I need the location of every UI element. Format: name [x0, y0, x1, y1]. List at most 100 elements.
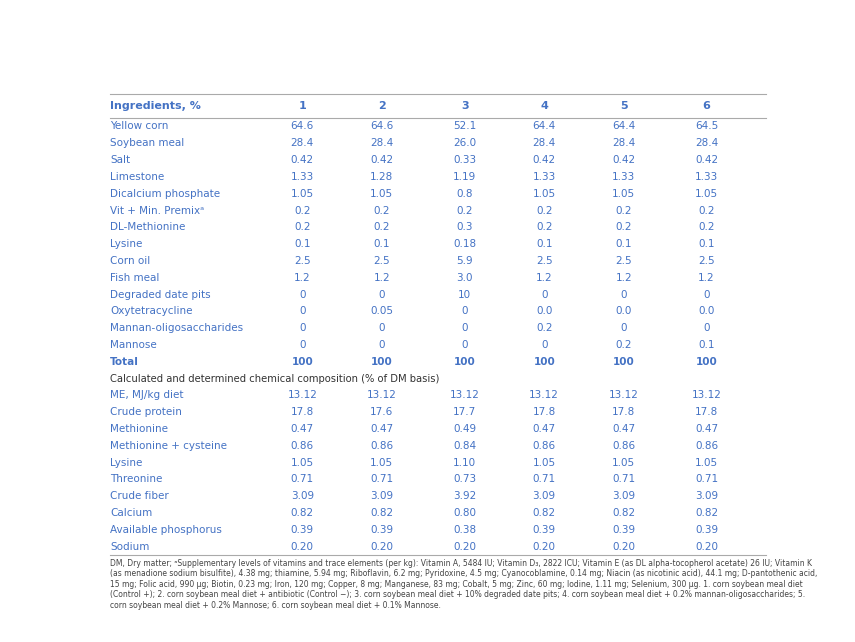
Text: 1.2: 1.2	[616, 273, 632, 282]
Text: 0.2: 0.2	[374, 205, 390, 216]
Text: Calculated and determined chemical composition (% of DM basis): Calculated and determined chemical compo…	[110, 374, 439, 383]
Text: 0.20: 0.20	[533, 542, 556, 551]
Text: Lysine: Lysine	[110, 458, 143, 467]
Text: 0: 0	[379, 340, 385, 350]
Text: 0: 0	[462, 306, 468, 317]
Text: 0.2: 0.2	[536, 323, 552, 333]
Text: 64.4: 64.4	[612, 121, 635, 132]
Text: 3.09: 3.09	[612, 491, 635, 501]
Text: 1.10: 1.10	[453, 458, 476, 467]
Text: 1.2: 1.2	[294, 273, 310, 282]
Text: 2: 2	[378, 101, 386, 111]
Text: 0: 0	[621, 290, 627, 300]
Text: 0.42: 0.42	[370, 155, 393, 165]
Text: 64.6: 64.6	[291, 121, 314, 132]
Text: 0.71: 0.71	[612, 474, 635, 485]
Text: Calcium: Calcium	[110, 508, 152, 518]
Text: (as menadione sodium bisulfite), 4.38 mg; thiamine, 5.94 mg; Riboflavin, 6.2 mg;: (as menadione sodium bisulfite), 4.38 mg…	[110, 569, 817, 578]
Text: Sodium: Sodium	[110, 542, 150, 551]
Text: 1.33: 1.33	[695, 172, 718, 182]
Text: 13.12: 13.12	[692, 390, 722, 401]
Text: 52.1: 52.1	[453, 121, 476, 132]
Text: Yellow corn: Yellow corn	[110, 121, 168, 132]
Text: 0.20: 0.20	[612, 542, 635, 551]
Text: 10: 10	[458, 290, 471, 300]
Text: Ingredients, %: Ingredients, %	[110, 101, 201, 111]
Text: 0.82: 0.82	[533, 508, 556, 518]
Text: ME, MJ/kg diet: ME, MJ/kg diet	[110, 390, 184, 401]
Text: 0.1: 0.1	[699, 239, 715, 249]
Text: 0.39: 0.39	[291, 525, 314, 535]
Text: 0.82: 0.82	[695, 508, 718, 518]
Text: 0: 0	[462, 323, 468, 333]
Text: 1.05: 1.05	[370, 189, 393, 199]
Text: 0.2: 0.2	[294, 205, 310, 216]
Text: 0.1: 0.1	[536, 239, 552, 249]
Text: 5: 5	[620, 101, 628, 111]
Text: 0.2: 0.2	[699, 205, 715, 216]
Text: 3.09: 3.09	[533, 491, 556, 501]
Text: corn soybean meal diet + 0.2% Mannose; 6. corn soybean meal diet + 0.1% Mannose.: corn soybean meal diet + 0.2% Mannose; 6…	[110, 600, 441, 609]
Text: 2.5: 2.5	[294, 256, 310, 266]
Text: Mannan-oligosaccharides: Mannan-oligosaccharides	[110, 323, 244, 333]
Text: 3: 3	[461, 101, 469, 111]
Text: 1.19: 1.19	[453, 172, 476, 182]
Text: 0.86: 0.86	[370, 441, 393, 451]
Text: 2.5: 2.5	[616, 256, 632, 266]
Text: 4: 4	[540, 101, 548, 111]
Text: 17.6: 17.6	[370, 407, 393, 417]
Text: Salt: Salt	[110, 155, 130, 165]
Text: 0: 0	[541, 290, 547, 300]
Text: 0.42: 0.42	[695, 155, 718, 165]
Text: 0.47: 0.47	[533, 424, 556, 434]
Text: 0.0: 0.0	[536, 306, 552, 317]
Text: 1.05: 1.05	[533, 189, 556, 199]
Text: 0.82: 0.82	[370, 508, 393, 518]
Text: 0.20: 0.20	[695, 542, 718, 551]
Text: 1.33: 1.33	[291, 172, 314, 182]
Text: 17.8: 17.8	[533, 407, 556, 417]
Text: 1.05: 1.05	[533, 458, 556, 467]
Text: 0.2: 0.2	[536, 222, 552, 232]
Text: 64.4: 64.4	[533, 121, 556, 132]
Text: 0.1: 0.1	[374, 239, 390, 249]
Text: Oxytetracycline: Oxytetracycline	[110, 306, 192, 317]
Text: 1.2: 1.2	[536, 273, 552, 282]
Text: 0.49: 0.49	[453, 424, 476, 434]
Text: Limestone: Limestone	[110, 172, 164, 182]
Text: 100: 100	[696, 357, 717, 367]
Text: 0.2: 0.2	[374, 222, 390, 232]
Text: 0.84: 0.84	[453, 441, 476, 451]
Text: 28.4: 28.4	[612, 138, 635, 148]
Text: 0.42: 0.42	[291, 155, 314, 165]
Text: 13.12: 13.12	[450, 390, 480, 401]
Text: Degraded date pits: Degraded date pits	[110, 290, 211, 300]
Text: 0: 0	[704, 290, 710, 300]
Text: 0.42: 0.42	[533, 155, 556, 165]
Text: 0.47: 0.47	[612, 424, 635, 434]
Text: 0.0: 0.0	[699, 306, 715, 317]
Text: 0: 0	[299, 290, 305, 300]
Text: 17.8: 17.8	[291, 407, 314, 417]
Text: DM, Dry matter; ᵃSupplementary levels of vitamins and trace elements (per kg): V: DM, Dry matter; ᵃSupplementary levels of…	[110, 559, 812, 568]
Text: 6: 6	[703, 101, 711, 111]
Text: 0.2: 0.2	[457, 205, 473, 216]
Text: Methionine: Methionine	[110, 424, 168, 434]
Text: 0: 0	[704, 323, 710, 333]
Text: 0.20: 0.20	[370, 542, 393, 551]
Text: DL-Methionine: DL-Methionine	[110, 222, 186, 232]
Text: 1.2: 1.2	[699, 273, 715, 282]
Text: Fish meal: Fish meal	[110, 273, 160, 282]
Text: 0.82: 0.82	[612, 508, 635, 518]
Text: 0.18: 0.18	[453, 239, 476, 249]
Text: 0.71: 0.71	[695, 474, 718, 485]
Text: 0.2: 0.2	[616, 340, 632, 350]
Text: 13.12: 13.12	[367, 390, 397, 401]
Text: 0.2: 0.2	[616, 222, 632, 232]
Text: 0: 0	[541, 340, 547, 350]
Text: (Control +); 2. corn soybean meal diet + antibiotic (Control −); 3. corn soybean: (Control +); 2. corn soybean meal diet +…	[110, 590, 805, 599]
Text: 2.5: 2.5	[374, 256, 390, 266]
Text: 0.86: 0.86	[695, 441, 718, 451]
Text: 3.09: 3.09	[370, 491, 393, 501]
Text: 3.0: 3.0	[457, 273, 473, 282]
